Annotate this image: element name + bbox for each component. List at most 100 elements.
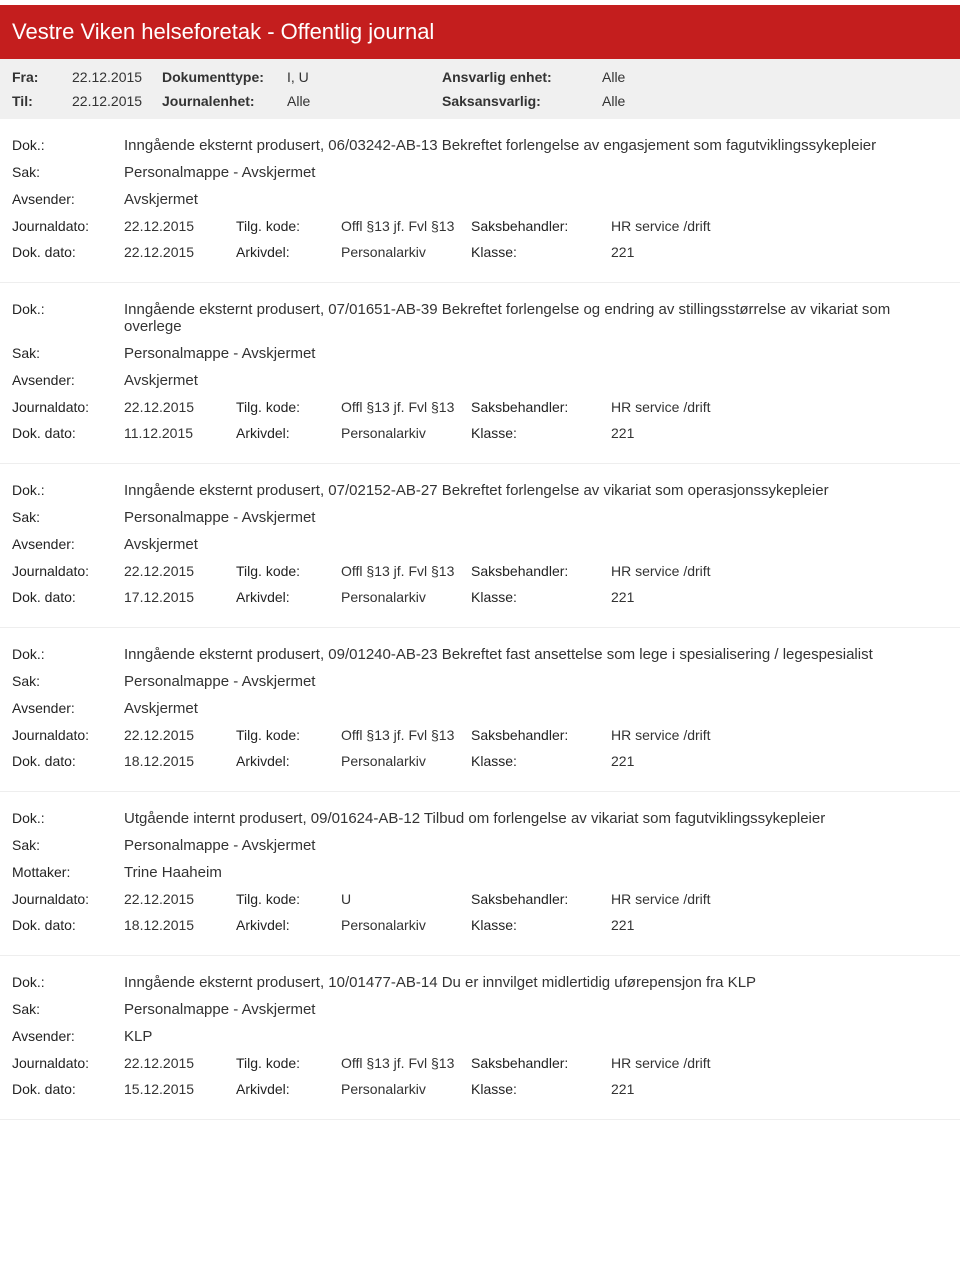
arkivdel-value: Personalarkiv: [341, 425, 471, 441]
dokdato-value: 11.12.2015: [124, 425, 236, 441]
sak-text: Personalmappe - Avskjermet: [124, 673, 948, 690]
dokdato-label: Dok. dato:: [12, 917, 124, 933]
arkivdel-label: Arkivdel:: [236, 589, 341, 605]
saksansvarlig-label: Saksansvarlig:: [442, 93, 602, 109]
journal-entry: Dok.: Inngående eksternt produsert, 10/0…: [0, 956, 960, 1120]
journalenhet-label: Journalenhet:: [162, 93, 287, 109]
journaldato-value: 22.12.2015: [124, 399, 236, 415]
saksbehandler-value: HR service /drift: [611, 563, 948, 579]
tilgkode-value: Offl §13 jf. Fvl §13: [341, 1055, 471, 1071]
arkivdel-label: Arkivdel:: [236, 244, 341, 260]
ansvarlig-label: Ansvarlig enhet:: [442, 69, 602, 85]
party-label: Avsender:: [12, 191, 124, 208]
arkivdel-value: Personalarkiv: [341, 244, 471, 260]
journaldato-label: Journaldato:: [12, 891, 124, 907]
dok-label: Dok.:: [12, 301, 124, 335]
saksbehandler-value: HR service /drift: [611, 218, 948, 234]
party-text: Avskjermet: [124, 700, 948, 717]
party-label: Avsender:: [12, 700, 124, 717]
party-label: Mottaker:: [12, 864, 124, 881]
klasse-value: 221: [611, 753, 948, 769]
sak-label: Sak:: [12, 509, 124, 526]
tilgkode-label: Tilg. kode:: [236, 563, 341, 579]
tilgkode-label: Tilg. kode:: [236, 891, 341, 907]
dokdato-value: 18.12.2015: [124, 917, 236, 933]
dok-text: Inngående eksternt produsert, 09/01240-A…: [124, 646, 948, 663]
dok-label: Dok.:: [12, 482, 124, 499]
saksbehandler-value: HR service /drift: [611, 727, 948, 743]
dok-label: Dok.:: [12, 974, 124, 991]
arkivdel-value: Personalarkiv: [341, 917, 471, 933]
dok-label: Dok.:: [12, 810, 124, 827]
journal-entry: Dok.: Inngående eksternt produsert, 07/0…: [0, 283, 960, 464]
sak-label: Sak:: [12, 673, 124, 690]
journaldato-value: 22.12.2015: [124, 727, 236, 743]
detail-grid: Journaldato: 22.12.2015 Tilg. kode: Offl…: [12, 399, 948, 441]
dok-text: Inngående eksternt produsert, 10/01477-A…: [124, 974, 948, 991]
sak-text: Personalmappe - Avskjermet: [124, 1001, 948, 1018]
saksansvarlig-value: Alle: [602, 93, 625, 109]
saksbehandler-value: HR service /drift: [611, 1055, 948, 1071]
sak-label: Sak:: [12, 1001, 124, 1018]
tilgkode-label: Tilg. kode:: [236, 1055, 341, 1071]
party-label: Avsender:: [12, 1028, 124, 1045]
detail-grid: Journaldato: 22.12.2015 Tilg. kode: Offl…: [12, 218, 948, 260]
sak-text: Personalmappe - Avskjermet: [124, 509, 948, 526]
party-text: Avskjermet: [124, 372, 948, 389]
dok-label: Dok.:: [12, 137, 124, 154]
party-text: KLP: [124, 1028, 948, 1045]
journaldato-label: Journaldato:: [12, 1055, 124, 1071]
fra-value: 22.12.2015: [72, 69, 162, 85]
klasse-value: 221: [611, 244, 948, 260]
ansvarlig-value: Alle: [602, 69, 625, 85]
saksbehandler-value: HR service /drift: [611, 399, 948, 415]
dok-text: Utgående internt produsert, 09/01624-AB-…: [124, 810, 948, 827]
meta-row-1: Fra: 22.12.2015 Dokumenttype: I, U Ansva…: [12, 69, 948, 85]
arkivdel-value: Personalarkiv: [341, 589, 471, 605]
klasse-label: Klasse:: [471, 1081, 611, 1097]
saksbehandler-value: HR service /drift: [611, 891, 948, 907]
party-label: Avsender:: [12, 372, 124, 389]
journal-entry: Dok.: Inngående eksternt produsert, 09/0…: [0, 628, 960, 792]
detail-grid: Journaldato: 22.12.2015 Tilg. kode: Offl…: [12, 563, 948, 605]
doktype-label: Dokumenttype:: [162, 69, 287, 85]
sak-label: Sak:: [12, 164, 124, 181]
dok-label: Dok.:: [12, 646, 124, 663]
journaldato-value: 22.12.2015: [124, 1055, 236, 1071]
dokdato-label: Dok. dato:: [12, 1081, 124, 1097]
arkivdel-label: Arkivdel:: [236, 1081, 341, 1097]
sak-label: Sak:: [12, 345, 124, 362]
dokdato-label: Dok. dato:: [12, 753, 124, 769]
tilgkode-value: Offl §13 jf. Fvl §13: [341, 563, 471, 579]
klasse-label: Klasse:: [471, 244, 611, 260]
fra-label: Fra:: [12, 69, 72, 85]
detail-grid: Journaldato: 22.12.2015 Tilg. kode: Offl…: [12, 1055, 948, 1097]
tilgkode-label: Tilg. kode:: [236, 218, 341, 234]
dokdato-value: 22.12.2015: [124, 244, 236, 260]
saksbehandler-label: Saksbehandler:: [471, 563, 611, 579]
klasse-value: 221: [611, 425, 948, 441]
detail-grid: Journaldato: 22.12.2015 Tilg. kode: Offl…: [12, 727, 948, 769]
arkivdel-label: Arkivdel:: [236, 425, 341, 441]
dok-text: Inngående eksternt produsert, 07/02152-A…: [124, 482, 948, 499]
dokdato-value: 18.12.2015: [124, 753, 236, 769]
sak-text: Personalmappe - Avskjermet: [124, 164, 948, 181]
saksbehandler-label: Saksbehandler:: [471, 218, 611, 234]
arkivdel-value: Personalarkiv: [341, 753, 471, 769]
klasse-value: 221: [611, 589, 948, 605]
journal-entry: Dok.: Inngående eksternt produsert, 07/0…: [0, 464, 960, 628]
tilgkode-label: Tilg. kode:: [236, 727, 341, 743]
doktype-value: I, U: [287, 69, 442, 85]
sak-label: Sak:: [12, 837, 124, 854]
tilgkode-value: Offl §13 jf. Fvl §13: [341, 218, 471, 234]
klasse-label: Klasse:: [471, 589, 611, 605]
sak-text: Personalmappe - Avskjermet: [124, 837, 948, 854]
klasse-value: 221: [611, 917, 948, 933]
journalenhet-value: Alle: [287, 93, 442, 109]
detail-grid: Journaldato: 22.12.2015 Tilg. kode: U Sa…: [12, 891, 948, 933]
klasse-value: 221: [611, 1081, 948, 1097]
journaldato-value: 22.12.2015: [124, 563, 236, 579]
journaldato-label: Journaldato:: [12, 563, 124, 579]
journaldato-label: Journaldato:: [12, 727, 124, 743]
dokdato-label: Dok. dato:: [12, 244, 124, 260]
